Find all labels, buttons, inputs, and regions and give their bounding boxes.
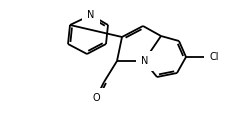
Text: N: N [87, 10, 95, 20]
Text: O: O [92, 93, 100, 103]
Text: Cl: Cl [209, 52, 219, 62]
Text: N: N [141, 56, 149, 66]
